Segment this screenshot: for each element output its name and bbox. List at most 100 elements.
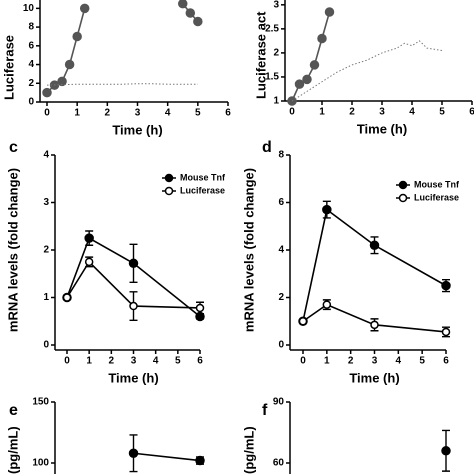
x-tick-label: 6 [469, 107, 474, 118]
legend-marker [164, 173, 174, 183]
y-tick-label: 1 [273, 96, 279, 107]
data-point [195, 303, 205, 313]
data-point [79, 3, 90, 14]
x-axis-title: Time (h) [357, 121, 407, 136]
x-tick-label: 3 [135, 108, 141, 119]
y-tick-label: 2 [28, 78, 34, 89]
data-point [322, 300, 332, 309]
y-tick-label: 100 [32, 458, 49, 469]
y-tick-label: 0 [278, 340, 284, 351]
y-tick-label: 1.5 [265, 72, 279, 83]
x-tick-label: 3 [379, 107, 385, 118]
x-tick-label: 1 [324, 356, 330, 367]
x-tick-label: 4 [396, 356, 402, 367]
series-line [66, 260, 201, 309]
legend-marker [164, 186, 174, 196]
data-point [370, 320, 379, 330]
y-tick-label: 3 [43, 197, 49, 208]
x-tick-label: 0 [64, 356, 70, 367]
y-tick-label: 8 [278, 150, 284, 161]
x-tick-label: 5 [195, 108, 201, 119]
y-tick-label: 4 [43, 150, 49, 161]
data-point [298, 317, 308, 326]
x-tick-label: 0 [300, 356, 306, 367]
series-line [302, 208, 447, 322]
y-tick-label: 10 [23, 3, 35, 14]
x-tick-label: 1 [319, 107, 325, 118]
y-tick-label: 3 [273, 0, 279, 10]
data-point [302, 74, 312, 85]
y-tick-label: 2.5 [265, 23, 279, 34]
legend-marker [398, 193, 408, 203]
x-tick-label: 3 [131, 356, 137, 367]
x-tick-label: 0 [44, 108, 50, 119]
data-point [324, 7, 335, 17]
data-point [84, 257, 94, 267]
legend-label: Luciferase [414, 192, 459, 202]
legend-label: Luciferase [180, 185, 225, 195]
data-point [195, 455, 205, 466]
legend-marker [398, 180, 408, 190]
x-tick-label: 6 [225, 108, 231, 119]
legend-label: Mouse Tnf [414, 179, 460, 189]
data-point [317, 33, 327, 44]
y-tick-label: 0 [43, 340, 49, 351]
panel-label: c [9, 139, 18, 156]
x-tick-label: 4 [409, 107, 415, 118]
data-point [42, 87, 52, 98]
data-point [178, 0, 188, 9]
y-tick-label: 2 [273, 48, 279, 59]
y-tick-label: 90 [273, 397, 285, 408]
x-axis-title: Time (h) [349, 370, 399, 385]
x-tick-label: 1 [86, 356, 92, 367]
x-tick-label: 6 [443, 356, 449, 367]
data-point [294, 79, 305, 89]
y-tick-label: 0 [28, 97, 34, 108]
data-point [309, 60, 320, 70]
y-axis-title: mRNA levels (fold change) [5, 168, 20, 332]
series-line [291, 40, 443, 102]
y-axis-title: Luciferase act [253, 11, 268, 99]
y-tick-label: 4 [278, 245, 284, 256]
y-tick-label: 8 [28, 22, 34, 33]
series-line [66, 236, 201, 318]
x-tick-label: 1 [74, 108, 80, 119]
x-tick-label: 2 [349, 107, 355, 118]
legend-label: Mouse Tnf [180, 172, 226, 182]
data-point [84, 233, 94, 243]
data-point [369, 240, 380, 250]
data-point [441, 327, 451, 337]
data-point [185, 8, 196, 18]
y-axis-title: (pg/mL) [5, 426, 20, 474]
y-axis-title: (pg/mL) [241, 426, 256, 474]
panel-label: f [262, 402, 268, 419]
x-tick-label: 2 [109, 356, 115, 367]
x-tick-label: 2 [348, 356, 354, 367]
y-tick-label: 60 [273, 458, 285, 469]
x-tick-label: 2 [105, 108, 111, 119]
y-tick-label: 2 [43, 245, 49, 256]
data-point [193, 16, 203, 27]
y-tick-label: 4 [28, 59, 34, 70]
x-tick-label: 5 [175, 356, 181, 367]
y-tick-label: 6 [28, 40, 34, 51]
y-tick-label: 1 [43, 292, 49, 303]
x-tick-label: 6 [197, 356, 203, 367]
data-point [322, 204, 332, 215]
x-tick-label: 0 [289, 107, 295, 118]
x-tick-label: 3 [372, 356, 378, 367]
x-axis-title: Time (h) [108, 370, 158, 385]
data-point [62, 293, 72, 302]
panel-label: e [9, 402, 18, 419]
data-point [441, 280, 451, 291]
data-point [128, 448, 139, 458]
y-axis-title: Luciferase [1, 35, 16, 100]
data-point [72, 31, 82, 42]
x-axis-title: Time (h) [112, 122, 162, 137]
data-point [129, 301, 138, 311]
panel-label: d [262, 139, 272, 156]
x-tick-label: 4 [165, 108, 171, 119]
series-line [133, 452, 201, 462]
